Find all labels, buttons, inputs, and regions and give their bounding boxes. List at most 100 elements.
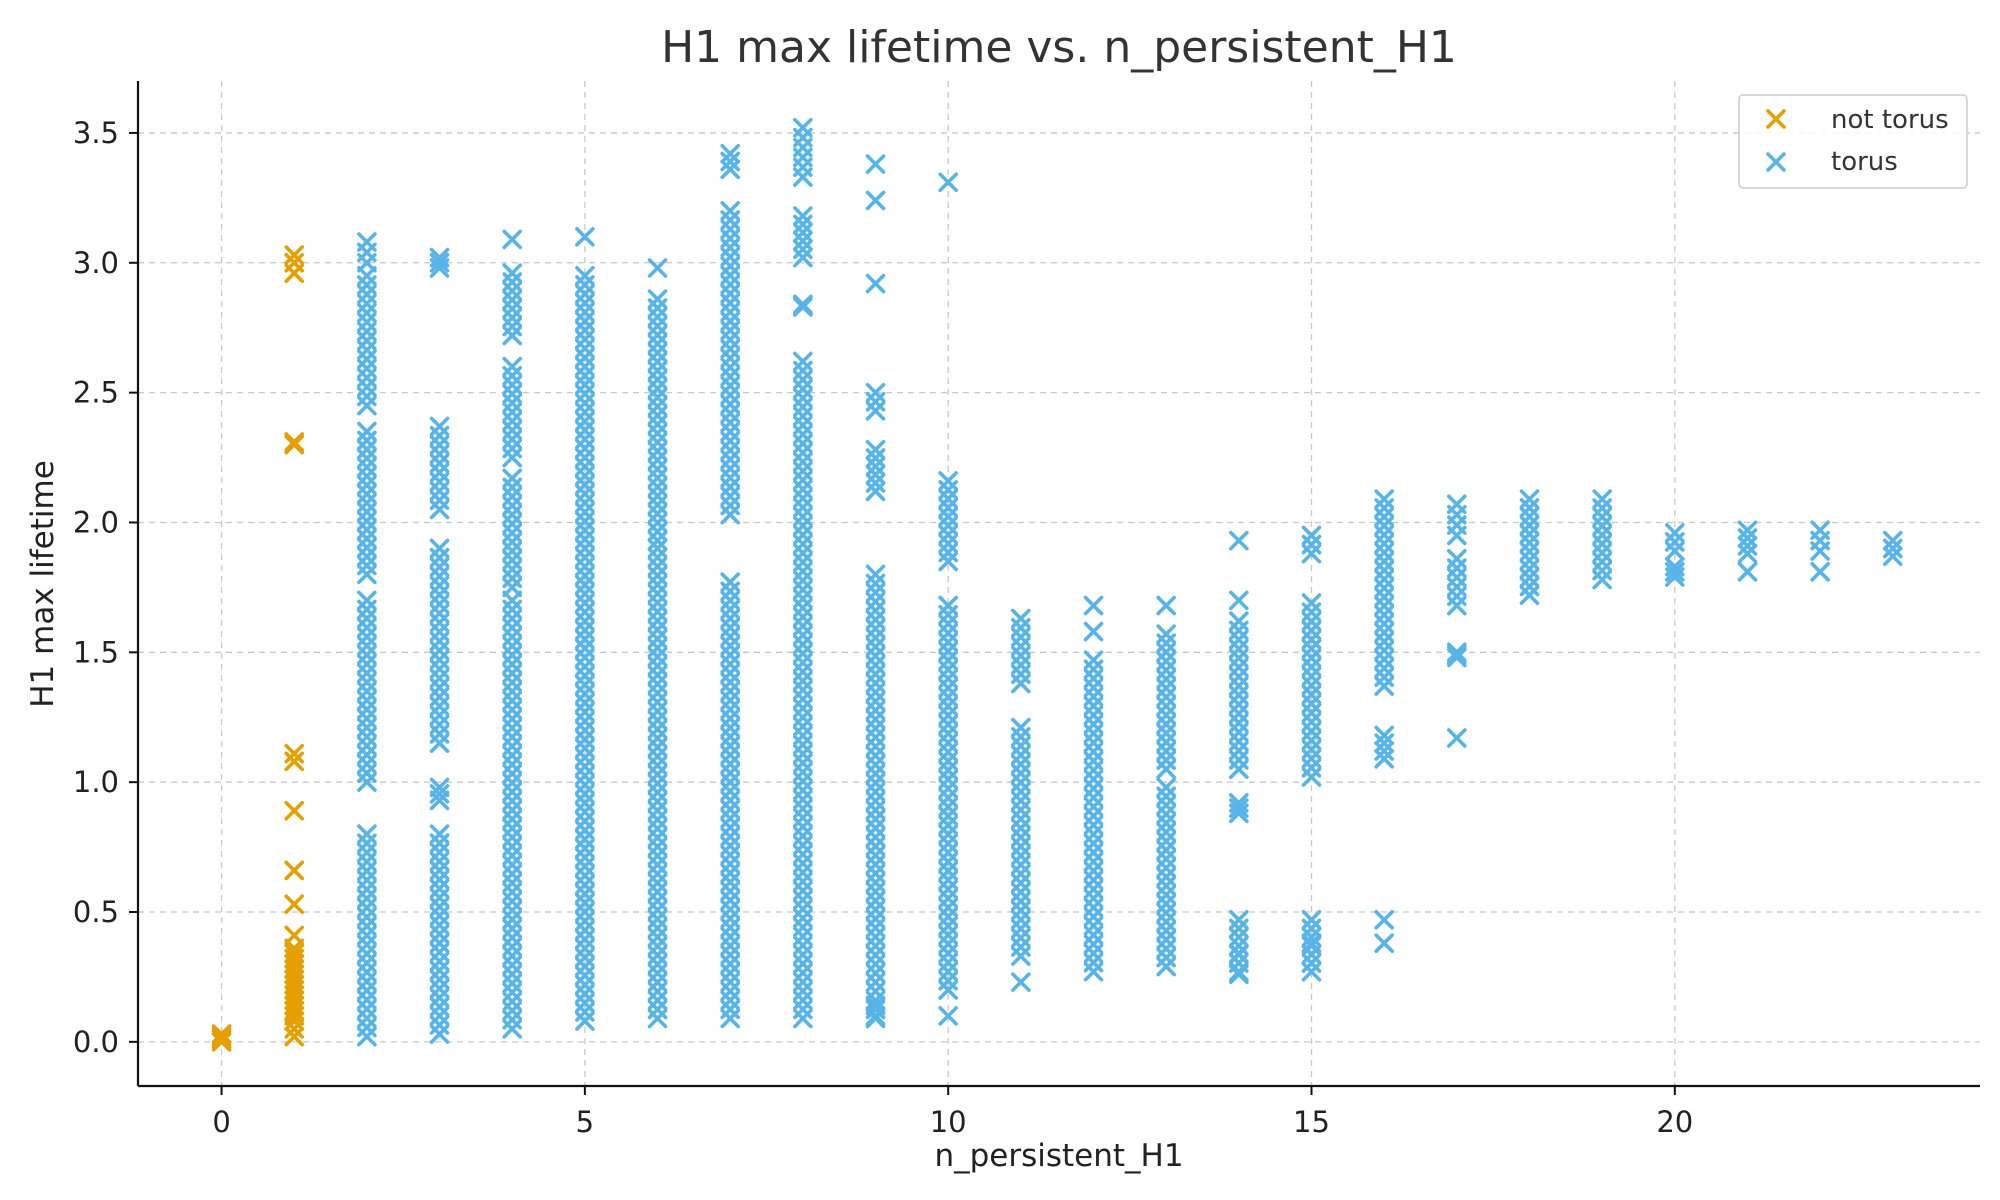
y-tick-label: 2.5	[73, 376, 119, 410]
axes-layer	[136, 81, 1980, 1088]
data-point	[1011, 972, 1031, 992]
data-point	[865, 439, 886, 460]
data-point	[1083, 595, 1104, 616]
data-point	[1592, 489, 1612, 509]
data-point	[211, 1024, 232, 1044]
data-point	[211, 1026, 232, 1047]
data-point	[647, 258, 668, 278]
data-point	[1447, 728, 1467, 748]
data-point	[1447, 549, 1467, 569]
ticks-layer: 0 5 10 15 20 0.0 0.5 1.0 1.5 2.0 2.5 3.0 3.5	[73, 116, 1693, 1139]
data-point	[284, 943, 305, 964]
data-point	[938, 1006, 958, 1026]
legend-marker-not-torus	[1766, 109, 1786, 129]
data-point	[1374, 741, 1394, 761]
data-point	[357, 232, 377, 252]
y-tick-label: 2.0	[73, 505, 119, 539]
data-point	[1665, 562, 1685, 582]
data-point	[502, 263, 523, 283]
data-point	[1229, 793, 1249, 813]
data-point	[1229, 798, 1249, 818]
data-point	[502, 229, 523, 250]
legend-label-not-torus: not torus	[1831, 105, 1949, 135]
data-point	[284, 800, 305, 821]
data-point	[284, 894, 305, 915]
data-point	[357, 590, 377, 611]
data-point	[1156, 777, 1176, 798]
y-tick-label: 3.0	[73, 246, 119, 280]
series-torus	[357, 117, 1903, 1047]
data-point	[1229, 909, 1249, 930]
data-point	[1229, 530, 1249, 551]
legend-marker-icon	[1766, 109, 1786, 129]
y-tick-label: 3.5	[73, 116, 119, 150]
legend-marker-torus	[1766, 152, 1786, 172]
x-tick-label: 5	[576, 1105, 594, 1139]
data-point	[502, 356, 523, 377]
data-point	[1665, 556, 1685, 577]
data-point	[647, 538, 668, 559]
data-point	[429, 824, 450, 844]
data-point	[1011, 608, 1031, 629]
data-point	[357, 824, 377, 844]
data-point	[938, 595, 958, 616]
data-point	[284, 751, 305, 772]
data-point	[1301, 593, 1322, 613]
data-point	[502, 468, 523, 489]
data-point	[1156, 624, 1176, 644]
legend: not torus torus	[1738, 94, 1968, 189]
x-tick-label: 0	[212, 1105, 230, 1139]
y-tick-label: 0.0	[73, 1025, 119, 1059]
legend-marker-icon	[1766, 152, 1786, 172]
data-point	[1519, 489, 1540, 509]
data-point	[1737, 520, 1758, 541]
x-tick-label: 10	[930, 1105, 967, 1139]
data-point	[1229, 590, 1249, 611]
data-point	[720, 572, 741, 593]
x-axis-label: n_persistent_H1	[934, 1138, 1183, 1174]
x-tick-label: 20	[1656, 1105, 1693, 1139]
data-point	[284, 252, 305, 273]
data-point	[284, 432, 305, 452]
data-point	[429, 784, 450, 804]
data-point	[720, 201, 741, 221]
data-point	[1810, 520, 1830, 541]
data-point	[1083, 650, 1104, 670]
data-point	[1374, 489, 1394, 509]
data-point	[1447, 647, 1467, 668]
data-point	[575, 265, 595, 286]
data-point	[1883, 546, 1903, 567]
data-point	[1374, 909, 1394, 930]
data-point	[284, 245, 305, 265]
data-point	[429, 247, 450, 268]
data-point	[1374, 748, 1394, 769]
data-point	[1229, 611, 1249, 631]
data-point	[1156, 595, 1176, 616]
data-point	[793, 206, 813, 226]
data-point	[720, 143, 741, 164]
data-point	[284, 1026, 305, 1047]
y-tick-label: 1.5	[73, 635, 119, 669]
data-point	[1737, 528, 1758, 548]
data-point	[1810, 562, 1830, 582]
data-point	[284, 434, 305, 455]
data-point	[865, 382, 886, 403]
data-point	[793, 351, 813, 372]
legend-box	[1738, 94, 1968, 189]
legend-label-torus: torus	[1831, 147, 1898, 177]
y-tick-label: 1.0	[73, 765, 119, 799]
chart-title: H1 max lifetime vs. n_persistent_H1	[661, 22, 1457, 73]
data-point	[284, 743, 305, 764]
data-point	[865, 190, 886, 211]
data-point	[793, 294, 813, 315]
data-point	[357, 421, 377, 442]
data-point	[429, 538, 450, 559]
series-not-torus	[211, 245, 305, 1052]
data-point	[793, 117, 813, 138]
data-point	[575, 227, 595, 247]
data-point	[865, 564, 886, 585]
data-point	[720, 151, 741, 172]
data-point	[1883, 538, 1903, 559]
